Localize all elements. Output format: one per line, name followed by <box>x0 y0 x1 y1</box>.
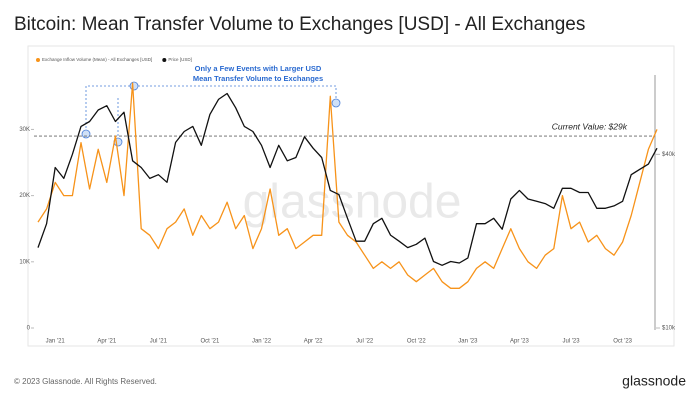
y-tick-label: 30K <box>19 127 30 133</box>
x-tick-label: Jan '23 <box>458 339 478 345</box>
x-tick-label: Jul '22 <box>356 339 374 345</box>
x-tick-label: Jan '22 <box>252 339 272 345</box>
x-tick-label: Jul '23 <box>562 339 580 345</box>
x-tick-label: Oct '23 <box>613 339 632 345</box>
footer: © 2023 Glassnode. All Rights Reserved. <box>14 377 157 386</box>
legend-swatch <box>162 58 167 62</box>
y2-tick-label: $10k <box>662 326 676 332</box>
annotation-circle <box>331 98 341 108</box>
x-tick-label: Apr '23 <box>510 339 529 345</box>
x-tick-label: Apr '21 <box>97 339 116 345</box>
x-tick-label: Jan '21 <box>46 339 66 345</box>
watermark: glassnode <box>243 176 462 229</box>
x-tick-label: Oct '21 <box>201 339 220 345</box>
annotation-connector <box>85 85 134 132</box>
y-tick-label: 10K <box>19 259 30 265</box>
reference-label: Current Value: $29k <box>552 121 628 131</box>
annotation-connector <box>134 85 337 101</box>
annotation-line: Only a Few Events with Larger USD <box>195 64 322 73</box>
y-tick-label: 0 <box>27 326 31 332</box>
annotation-line: Mean Transfer Volume to Exchanges <box>193 74 323 83</box>
legend-label: Exchange Inflow Volume (Mean) - All Exch… <box>42 57 152 62</box>
x-tick-label: Jul '21 <box>150 339 168 345</box>
y2-tick-label: $40k <box>662 152 676 158</box>
y-tick-label: 20K <box>19 193 30 199</box>
x-tick-label: Oct '22 <box>407 339 426 345</box>
annotation-text: Only a Few Events with Larger USD Mean Tr… <box>193 64 323 83</box>
plot-frame <box>27 45 675 347</box>
logo: glassnode <box>622 373 686 389</box>
chart-title: Bitcoin: Mean Transfer Volume to Exchang… <box>14 14 585 35</box>
annotation-circle <box>129 81 139 91</box>
series-line <box>37 92 658 266</box>
legend-swatch <box>36 58 40 62</box>
legend-label: Price [USD] <box>168 57 192 62</box>
series-line <box>37 82 658 289</box>
annotation-circle <box>81 129 91 139</box>
x-tick-label: Apr '22 <box>304 339 323 345</box>
